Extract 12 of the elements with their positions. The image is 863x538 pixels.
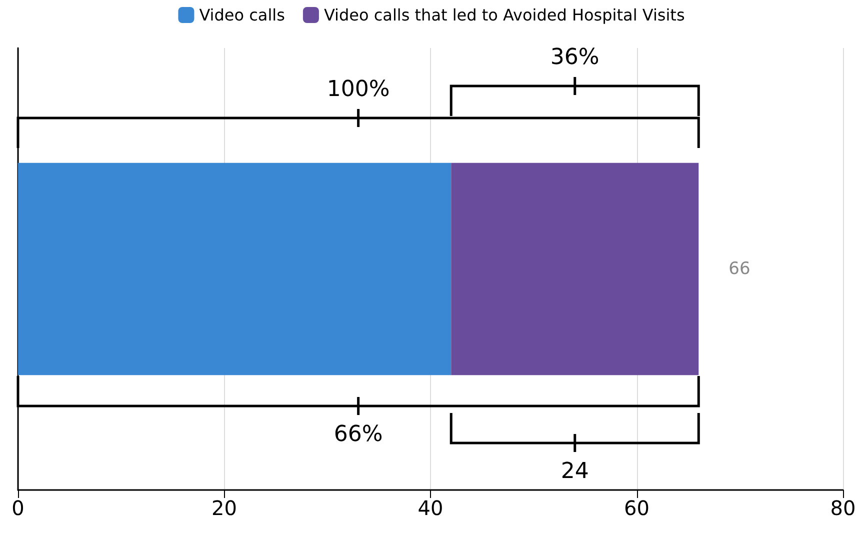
x-tick-label: 80 xyxy=(830,496,856,520)
x-tick-label: 40 xyxy=(418,496,444,520)
legend-label: Video calls that led to Avoided Hospital Visits xyxy=(324,6,685,24)
annotation: 66% xyxy=(334,422,383,447)
legend-label: Video calls xyxy=(199,6,285,24)
x-tick-label: 0 xyxy=(12,496,24,520)
x-tick-label: 20 xyxy=(212,496,237,520)
total-label: 66 xyxy=(728,259,750,279)
annotation: 100% xyxy=(326,77,390,102)
annotation: 24 xyxy=(560,459,589,484)
annotation: 36% xyxy=(550,45,600,70)
x-tick-label: 60 xyxy=(624,496,650,520)
